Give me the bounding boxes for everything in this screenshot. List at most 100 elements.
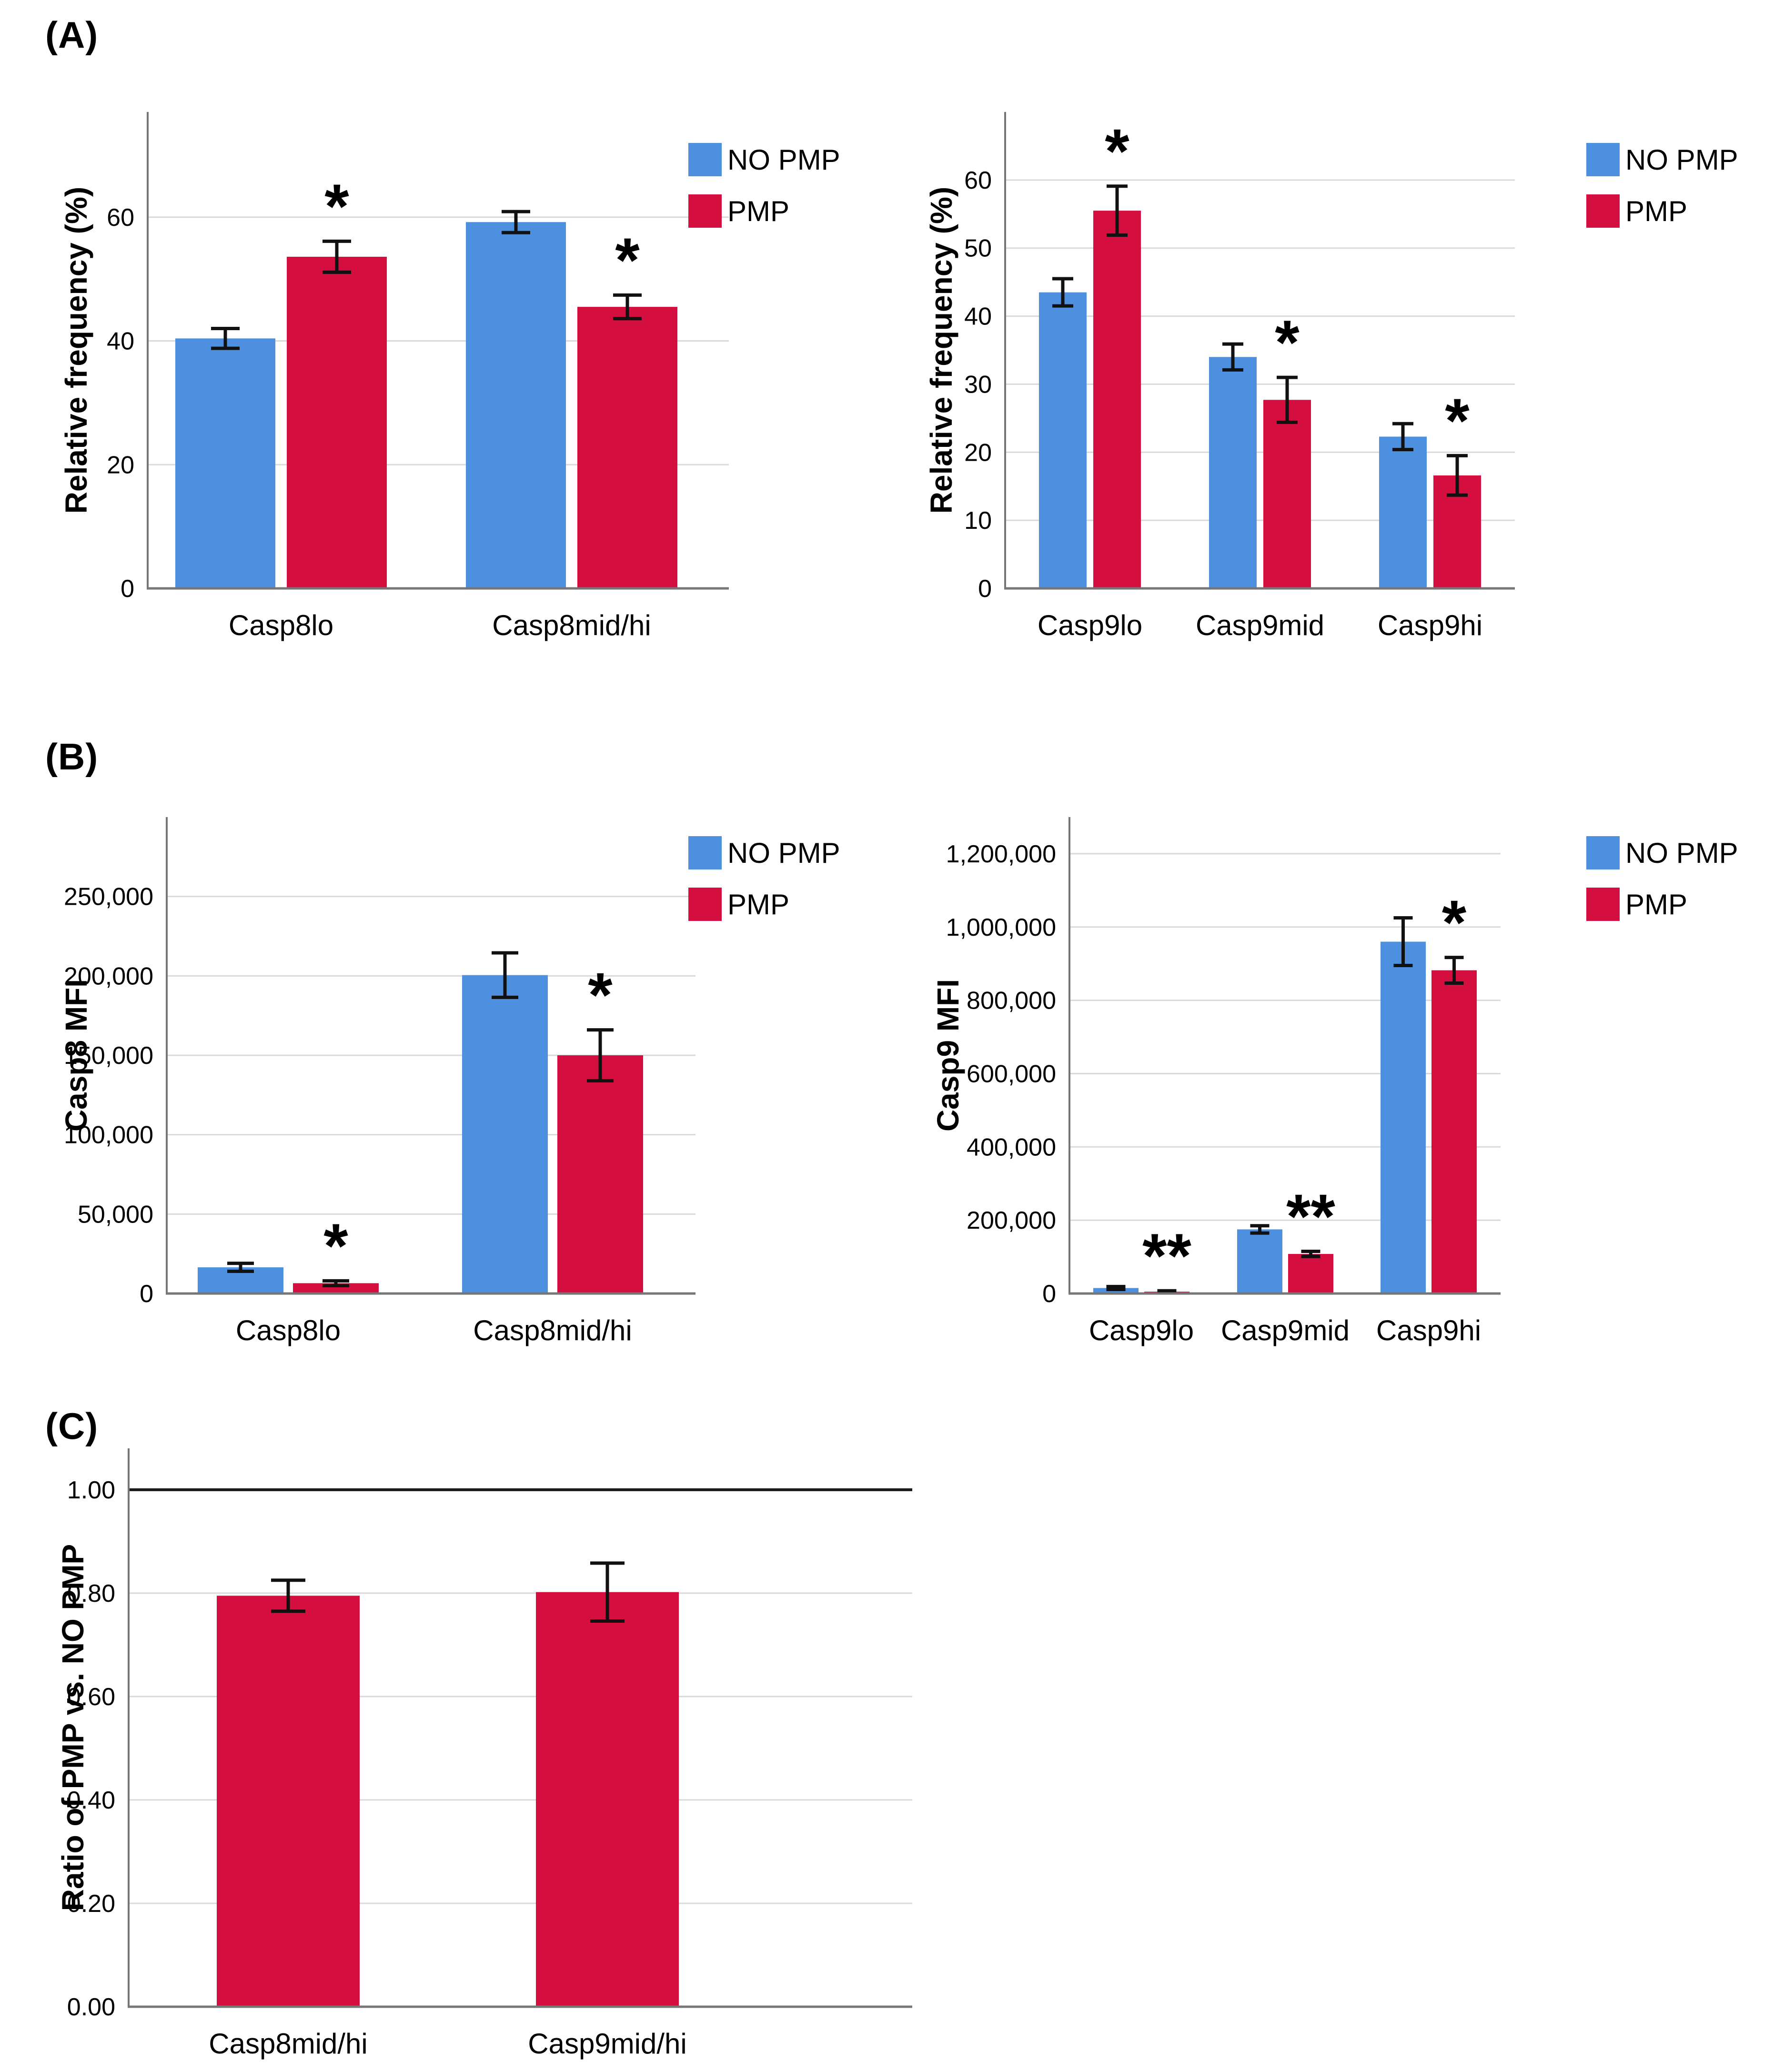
y-axis-title: Casp9 MFI [931,979,965,1132]
legend-label-no-pmp: NO PMP [1625,837,1738,869]
significance-star: * [324,171,349,241]
legend-label-pmp: PMP [1625,889,1687,920]
bar-no-pmp-casp8mid-hi [466,222,566,588]
bar-no-pmp-casp9hi [1379,436,1427,588]
y-tick-label: 0.80 [67,1580,115,1607]
bar-no-pmp-casp9mid [1237,1229,1282,1294]
x-category-label: Casp9lo [1038,609,1142,641]
y-tick-label: 0.40 [67,1787,115,1814]
chart-casp8-mfi: * Casp8lo * Casp8mid/hi 0 50,000 100,000 150,00… [57,808,877,1384]
significance-star: * [615,225,640,295]
bar-pmp-casp8lo [293,1283,379,1294]
x-category-label: Casp9hi [1378,609,1482,641]
chart-svg-b-right: ** Casp9lo ** Casp9mid * Casp9hi 0 200,000 400,0… [931,817,1738,1346]
y-tick-label: 1.00 [67,1476,115,1504]
bar-no-pmp-casp8lo [175,338,275,588]
y-tick-label: 0.60 [67,1683,115,1711]
bar-pmp-casp9mid [1288,1253,1333,1294]
panel-c-label: (C) [45,1405,99,1447]
x-category-label: Casp8lo [229,609,333,641]
y-tick-label: 60 [964,167,992,194]
bar-pmp-casp8mid-hi [217,1596,360,2007]
significance-star: * [1442,888,1467,958]
legend-label-pmp: PMP [727,889,789,920]
bar-no-pmp-casp9lo [1039,292,1087,588]
panel-a-label: (A) [45,14,99,56]
bar-pmp-casp8mid-hi [577,307,677,588]
legend-label-pmp: PMP [727,195,789,227]
significance-star: * [323,1211,348,1281]
y-tick-label: 200,000 [967,1207,1056,1234]
bar-pmp-casp9hi [1431,970,1477,1294]
y-tick-label: 600,000 [967,1060,1056,1088]
y-axis-title: Relative frequency (%) [59,187,93,514]
bar-no-pmp-casp9mid [1209,357,1257,588]
chart-svg-c: Casp8mid/hi Casp9mid/hi 0.00 0.20 0.40 0.60 0.… [57,1448,912,2060]
bar-pmp-casp9lo [1093,211,1141,589]
significance-star: * [588,960,613,1030]
y-axis-title: Casp8 MFI [59,979,93,1132]
y-tick-label: 0.00 [67,1993,115,2021]
y-tick-label: 800,000 [967,987,1056,1015]
y-tick-label: 0.20 [67,1890,115,1918]
legend-label-no-pmp: NO PMP [1625,144,1738,176]
chart-ratio-pmp-vs-no-pmp: Casp8mid/hi Casp9mid/hi 0.00 0.20 0.40 0.60 0.… [57,1405,938,2072]
bar-pmp-casp8mid-hi [557,1055,643,1294]
chart-casp9-mfi: ** Casp9lo ** Casp9mid * Casp9hi 0 200,000 400,0… [929,808,1784,1384]
significance-star: * [1275,307,1300,377]
significance-star: * [1445,385,1470,455]
chart-svg-a-right: * Casp9lo * Casp9mid * Casp9hi 0 10 20 30 40 50 60Re… [929,112,1738,641]
y-tick-label: 40 [107,328,134,355]
legend-swatch-no-pmp [1586,836,1620,869]
y-tick-label: 100,000 [64,1122,153,1149]
chart-svg-b-left: * Casp8lo * Casp8mid/hi 0 50,000 100,000 150,00… [59,817,840,1346]
legend-swatch-pmp [1586,194,1620,228]
legend-swatch-no-pmp [688,836,722,869]
x-category-label: Casp8mid/hi [473,1314,632,1346]
legend-swatch-no-pmp [1586,143,1620,176]
legend-label-pmp: PMP [1625,195,1687,227]
y-tick-label: 1,000,000 [946,914,1056,941]
y-tick-label: 0 [140,1280,153,1308]
legend-swatch-pmp [688,888,722,921]
y-tick-label: 50,000 [78,1201,153,1228]
y-tick-label: 20 [107,451,134,479]
x-category-label: Casp9mid [1196,609,1324,641]
y-tick-label: 10 [964,507,992,535]
y-tick-label: 40 [964,303,992,331]
x-category-label: Casp9mid/hi [528,2028,687,2060]
x-category-label: Casp9lo [1089,1314,1194,1346]
y-tick-label: 250,000 [64,883,153,911]
x-category-label: Casp9hi [1376,1314,1481,1346]
bar-no-pmp-casp9hi [1381,941,1426,1294]
chart-svg-a-left: * Casp8lo * Casp8mid/hi 0 20 40 60 Relative freq… [59,112,840,641]
significance-star: * [1105,116,1129,186]
y-tick-label: 0 [978,575,992,603]
y-tick-label: 20 [964,439,992,466]
bar-no-pmp-casp8mid-hi [462,975,548,1294]
chart-casp9-relative-frequency: * Casp9lo * Casp9mid * Casp9hi 0 10 20 30 40 50 60 Re… [929,102,1784,679]
panel-b-label: (B) [45,736,99,778]
bar-pmp-casp8lo [287,256,387,588]
legend-swatch-no-pmp [688,143,722,176]
legend-swatch-pmp [688,194,722,228]
bar-pmp-casp9mid [1263,400,1311,588]
y-axis-title: Relative frequency (%) [929,187,958,514]
significance-star: ** [1142,1221,1191,1291]
y-tick-label: 150,000 [64,1042,153,1070]
legend-swatch-pmp [1586,888,1620,921]
legend-label-no-pmp: NO PMP [727,144,840,176]
y-axis-title: Ratio of PMP vs. NO PMP [57,1544,90,1911]
y-tick-label: 400,000 [967,1133,1056,1161]
y-tick-label: 200,000 [64,962,153,990]
x-category-label: Casp8mid/hi [209,2028,368,2060]
y-tick-label: 30 [964,371,992,398]
y-tick-label: 60 [107,204,134,232]
y-tick-label: 1,200,000 [946,840,1056,868]
y-tick-label: 50 [964,235,992,263]
x-category-label: Casp8mid/hi [492,609,651,641]
bar-pmp-casp9mid-hi [536,1592,679,2007]
y-tick-label: 0 [121,575,134,603]
chart-casp8-relative-frequency: * Casp8lo * Casp8mid/hi 0 20 40 60 Relative freq… [57,102,877,679]
